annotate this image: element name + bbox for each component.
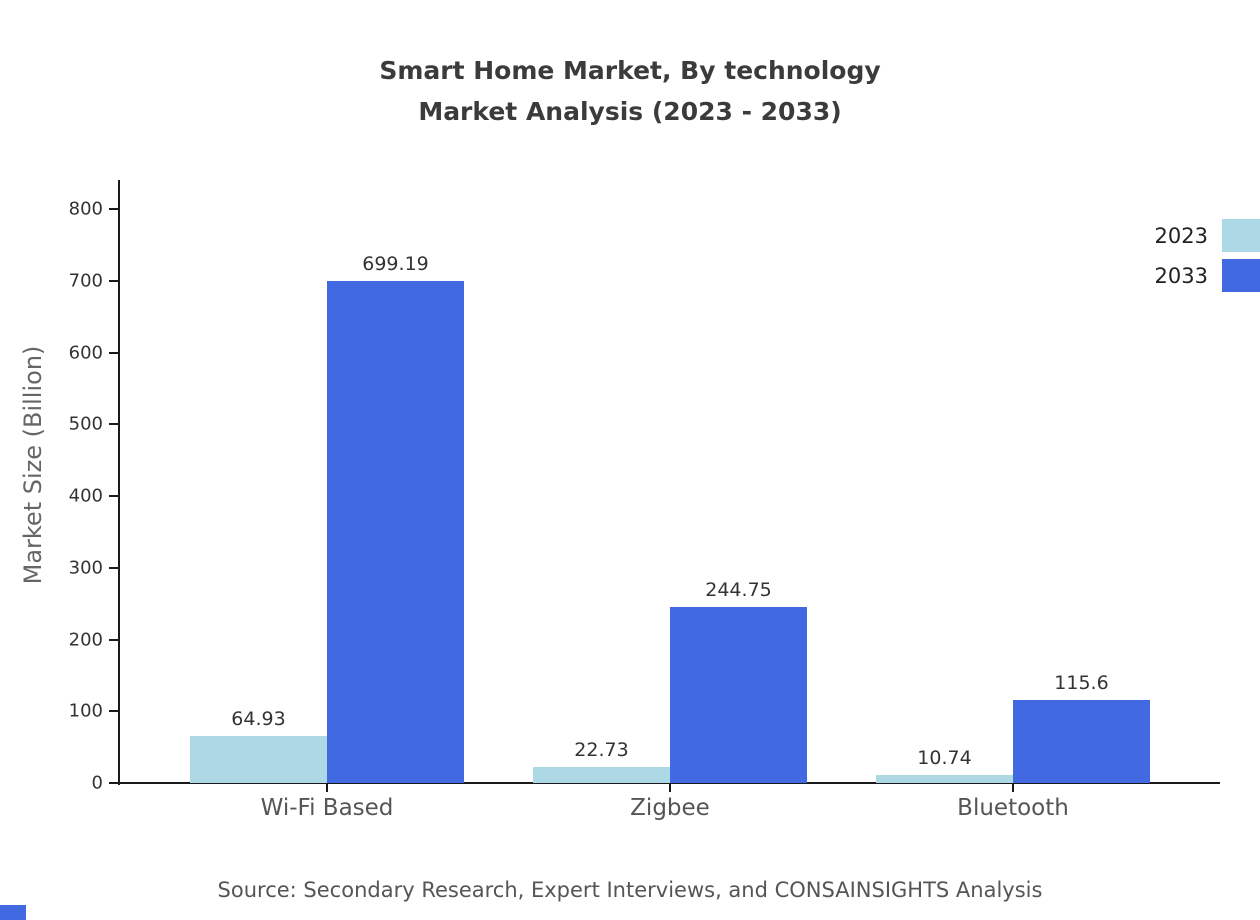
corner-brand-mark: [0, 905, 26, 920]
chart-title: Smart Home Market, By technology Market …: [0, 50, 1260, 132]
y-tick-label: 500: [68, 413, 103, 435]
chart-title-line2: Market Analysis (2023 - 2033): [418, 97, 842, 126]
bar-2023-0: [190, 736, 327, 783]
category-label: Zigbee: [630, 795, 710, 821]
chart-title-line1: Smart Home Market, By technology: [379, 56, 881, 85]
value-label: 699.19: [362, 253, 429, 276]
value-label: 115.6: [1054, 672, 1109, 695]
category-label: Bluetooth: [957, 795, 1069, 821]
y-tick-label: 300: [68, 557, 103, 579]
y-axis-label: Market Size (Billion): [19, 345, 47, 585]
y-tick-label: 400: [68, 485, 103, 507]
value-label: 244.75: [705, 579, 772, 602]
y-tick-mark: [109, 638, 119, 641]
y-axis-line: [118, 180, 120, 785]
legend-row: 2023: [1155, 219, 1260, 252]
bar-2033-0: [327, 281, 464, 783]
legend-swatch: [1222, 219, 1260, 252]
y-tick-label: 0: [91, 772, 103, 794]
y-tick-label: 200: [68, 629, 103, 650]
y-tick-mark: [109, 279, 119, 282]
y-tick-label: 700: [68, 270, 103, 292]
value-label: 10.74: [917, 747, 972, 770]
bar-2023-1: [533, 766, 670, 783]
y-tick-mark: [109, 495, 119, 497]
value-label: 64.93: [231, 708, 286, 731]
bar-2023-2: [876, 775, 1013, 783]
y-tick-mark: [109, 423, 119, 426]
y-tick-mark: [109, 208, 119, 210]
y-tick-label: 600: [68, 342, 103, 363]
y-tick-mark: [109, 351, 119, 354]
x-tick-mark: [669, 784, 671, 792]
y-tick-label: 100: [68, 700, 103, 722]
legend: 2023 2033: [1155, 219, 1260, 299]
x-tick-mark: [326, 784, 328, 792]
x-tick-mark: [1012, 784, 1014, 792]
bar-2033-2: [1013, 700, 1150, 783]
y-tick-mark: [109, 566, 119, 569]
legend-label: 2023: [1154, 223, 1208, 248]
legend-swatch: [1222, 259, 1260, 292]
legend-label: 2033: [1154, 263, 1208, 288]
source-text: Source: Secondary Research, Expert Inter…: [217, 878, 1043, 902]
y-tick-label: 800: [68, 198, 103, 220]
value-label: 22.73: [574, 738, 629, 761]
y-tick-mark: [109, 710, 119, 713]
y-tick-mark: [109, 782, 119, 784]
category-label: Wi-Fi Based: [260, 795, 394, 821]
legend-row: 2033: [1155, 259, 1260, 292]
x-axis-line: [118, 782, 1220, 784]
bar-2033-1: [670, 607, 807, 783]
